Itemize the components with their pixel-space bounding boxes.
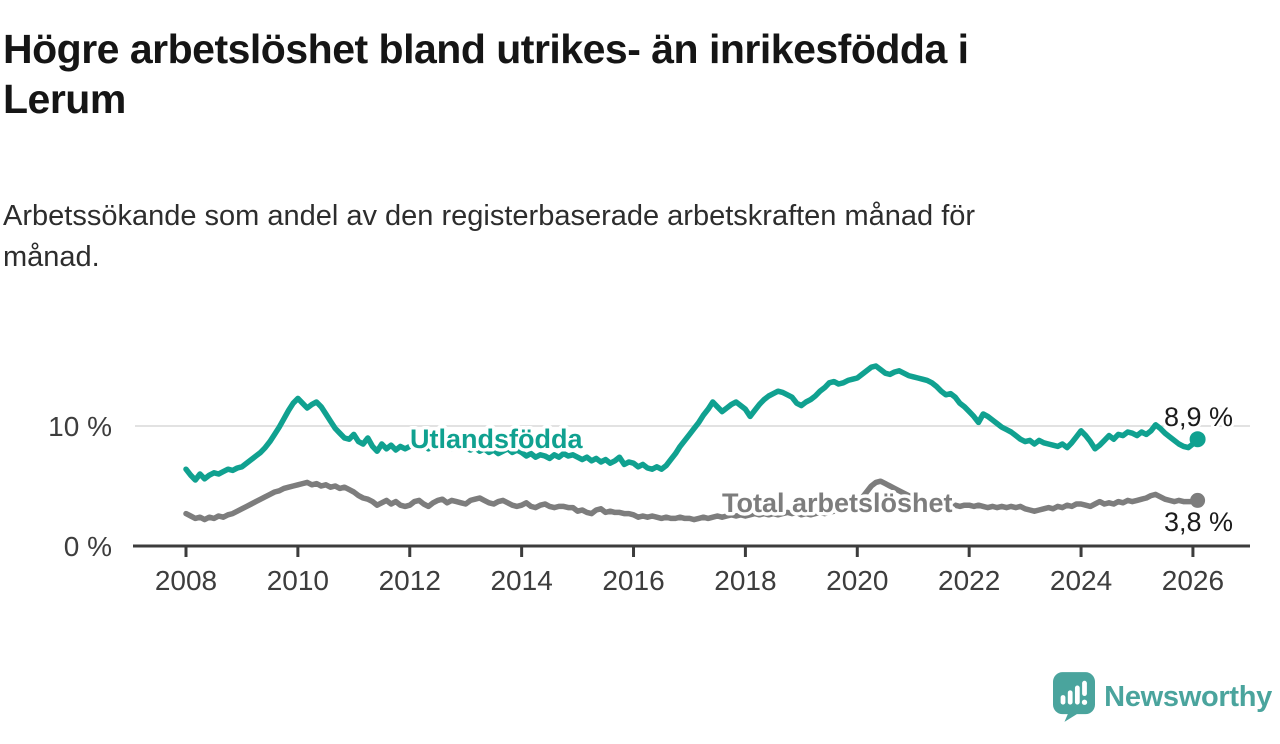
axes: 10 % 0 % 2008 2010 2012 2014 2016 2018 2020 2022 2…: [48, 411, 1250, 596]
infographic-canvas: Högre arbetslöshet bland utrikes- än inr…: [0, 24, 1280, 744]
page-title: Högre arbetslöshet bland utrikes- än inr…: [3, 26, 969, 122]
x-tick-label-2016: 2016: [602, 565, 664, 596]
end-value-utlandsfodda: 8,9 %: [1164, 402, 1233, 432]
series-end-dot-1: [1190, 492, 1206, 508]
series-end-dot-0: [1189, 431, 1206, 448]
end-value-total-arbetsloshet: 3,8 %: [1164, 507, 1233, 537]
x-tick-label-2008: 2008: [155, 565, 217, 596]
x-tick-label-2024: 2024: [1050, 565, 1112, 596]
series-label-total-arbetsloshet: Total arbetslöshet: [722, 488, 953, 518]
y-axis-label-10: 10 %: [48, 411, 112, 442]
page-subtitle: Arbetssökande som andel av den registerb…: [3, 200, 976, 273]
x-tick-label-2012: 2012: [379, 565, 441, 596]
newsworthy-wordmark: Newsworthy: [1104, 680, 1272, 713]
chart-lines: [183, 363, 1206, 523]
x-tick-label-2010: 2010: [267, 565, 329, 596]
newsworthy-logo: Newsworthy: [1053, 672, 1272, 722]
newsworthy-icon: [1053, 672, 1096, 722]
line-chart: 10 % 0 % 2008 2010 2012 2014 2016 2018 2020 2022 2…: [48, 363, 1250, 596]
series-line-0: [183, 363, 1201, 483]
x-tick-label-2026: 2026: [1162, 565, 1224, 596]
x-tick-label-2014: 2014: [490, 565, 552, 596]
series-line-1: [183, 478, 1201, 523]
x-tick-label-2018: 2018: [714, 565, 776, 596]
y-axis-label-0: 0 %: [64, 531, 112, 562]
x-tick-label-2022: 2022: [938, 565, 1000, 596]
x-tick-label-2020: 2020: [826, 565, 888, 596]
series-label-utlandsfodda: Utlandsfödda: [410, 424, 583, 454]
